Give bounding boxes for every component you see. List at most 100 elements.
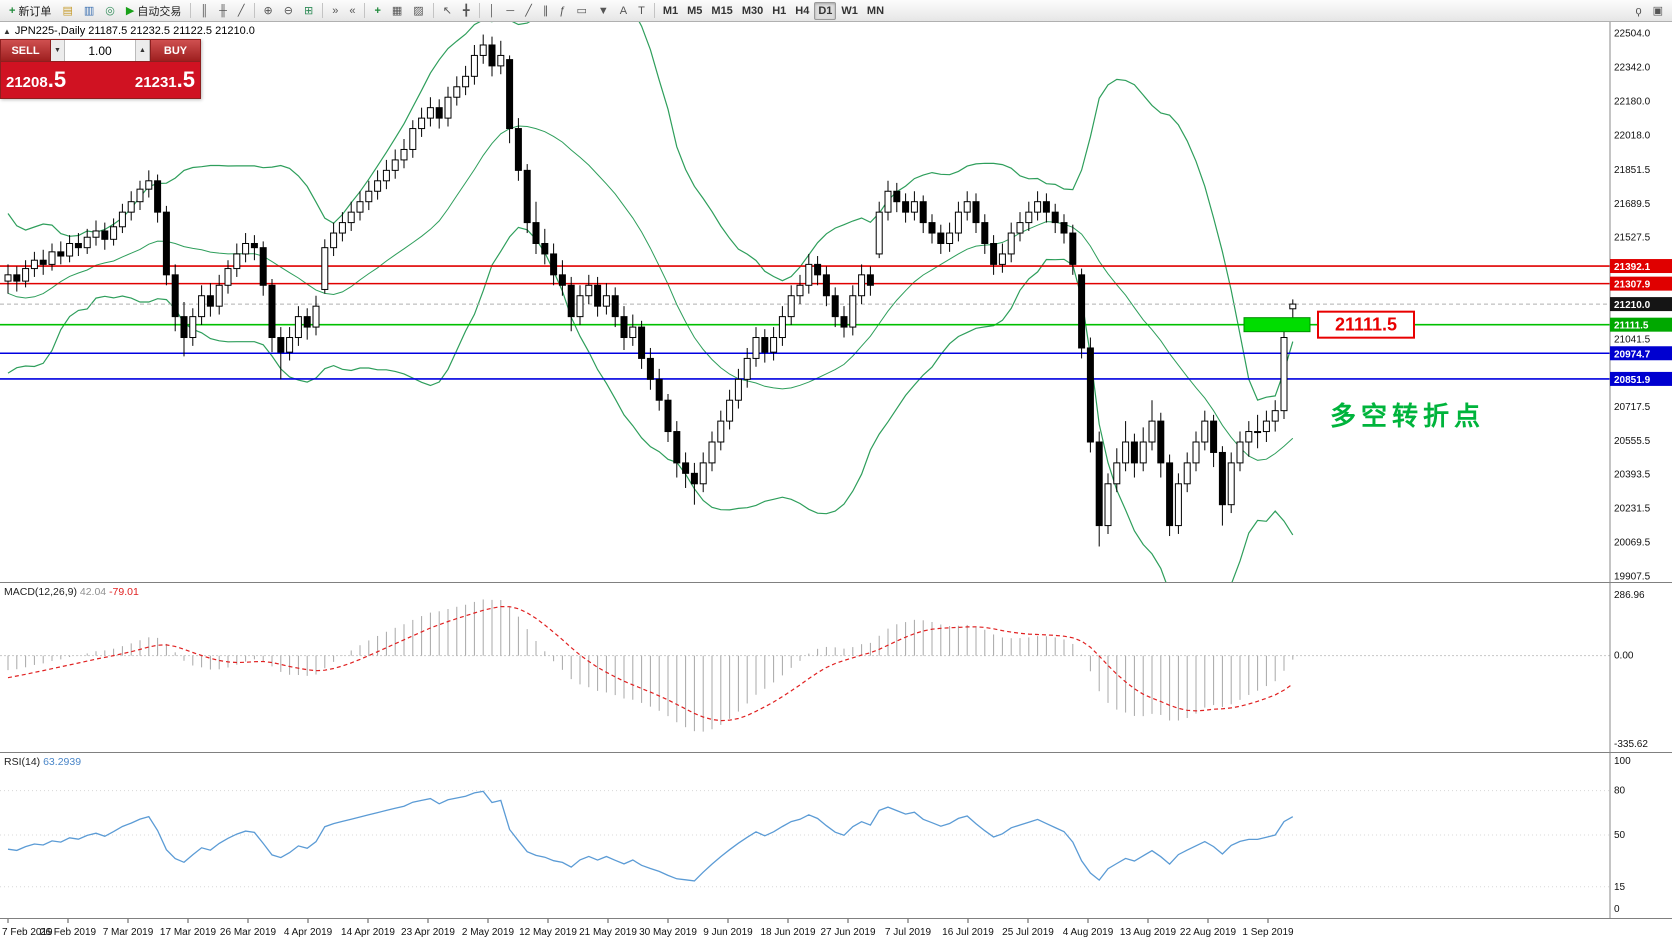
candle-body: [734, 378, 742, 401]
auto-trading-button[interactable]: ▶ 自动交易: [121, 2, 186, 20]
candle-body: [294, 316, 302, 339]
date-label: 17 Mar 2019: [160, 927, 217, 938]
date-label: 25 Jul 2019: [1002, 927, 1054, 938]
volume-up-button[interactable]: ▲: [136, 40, 150, 61]
candle-body: [840, 316, 848, 328]
refresh-icon[interactable]: ◎: [100, 2, 120, 20]
window-list-icon[interactable]: ▣: [1648, 2, 1668, 20]
search-icon[interactable]: ϙ: [1630, 2, 1646, 20]
horizontal-line-icon[interactable]: ─: [501, 2, 519, 20]
macd-panel[interactable]: 286.96 0.00 -335.62 MACD(12,26,9) 42.04 -79…: [0, 582, 1672, 752]
macd-histogram: [7, 599, 1294, 732]
zoom-out-icon[interactable]: ⊖: [279, 2, 298, 20]
candle-body: [814, 263, 822, 276]
trendline-icon[interactable]: ╱: [520, 2, 537, 20]
candle-body: [1025, 211, 1033, 224]
candlestick-chart-icon[interactable]: ╫: [214, 2, 232, 20]
candle-body: [963, 201, 971, 213]
current-price-line-badge: 21210.0: [1610, 297, 1672, 312]
timeframe-m30[interactable]: M30: [738, 2, 767, 20]
fibonacci-icon[interactable]: ƒ: [554, 2, 570, 20]
macd-axis-label: -335.62: [1614, 739, 1648, 750]
vertical-line-icon[interactable]: │: [484, 2, 501, 20]
chart-shift-icon: «: [349, 4, 356, 17]
candle-body: [453, 86, 461, 98]
fibonacci-icon: ƒ: [559, 4, 566, 17]
candle-body: [215, 284, 223, 307]
tile-windows-icon[interactable]: ⊞: [299, 2, 318, 20]
candle-body: [303, 316, 311, 328]
candle-body: [1122, 441, 1130, 464]
bar-chart-icon[interactable]: ║: [195, 2, 213, 20]
candle-body: [1210, 420, 1218, 453]
cursor-icon[interactable]: ↖: [438, 2, 457, 20]
timeframe-m5-label: M5: [687, 4, 703, 17]
chart-shot-icon[interactable]: ▤: [57, 2, 77, 20]
timeframe-m15[interactable]: M15: [707, 2, 736, 20]
arrows-icon[interactable]: ▼: [593, 2, 614, 20]
candle-body: [48, 251, 56, 265]
current-price-line-badge-text: 21210.0: [1614, 300, 1651, 311]
channel-icon[interactable]: ∥: [538, 2, 554, 20]
candlestick-chart-icon: ╫: [219, 4, 227, 17]
rsi-label: RSI(14) 63.2939: [4, 756, 81, 768]
candle-body: [620, 316, 628, 339]
candle-body: [831, 295, 839, 318]
candle-body: [57, 251, 65, 257]
candle-body: [708, 441, 716, 464]
text-icon[interactable]: A: [615, 2, 632, 20]
candle-body: [1236, 441, 1244, 464]
price-label-box[interactable]: [1317, 310, 1415, 339]
candle-body: [902, 201, 910, 213]
resistance-line-1-badge-text: 21392.1: [1614, 262, 1651, 273]
timeframe-h1[interactable]: H1: [768, 2, 790, 20]
candle-body: [1060, 222, 1068, 234]
candle-body: [567, 284, 575, 318]
candle-body: [866, 274, 874, 286]
date-label: 23 Apr 2019: [401, 927, 455, 938]
auto-trading-button-icon: ▶: [125, 4, 135, 17]
market-watch-icon[interactable]: ▥: [79, 2, 99, 20]
candle-body: [1042, 201, 1050, 213]
chart-shift-icon[interactable]: «: [344, 2, 360, 20]
candle-body: [1078, 274, 1086, 349]
candle-body: [4, 274, 12, 282]
timeframe-h4[interactable]: H4: [791, 2, 813, 20]
volume-input[interactable]: [65, 40, 136, 61]
candle-body: [1157, 420, 1165, 464]
new-order-button[interactable]: + 新订单: [4, 2, 56, 20]
timeframe-m15-label: M15: [711, 4, 733, 17]
zoom-in-icon[interactable]: ⊕: [259, 2, 278, 20]
rsi-panel[interactable]: 100 80 50 15 0 RSI(14) 63.2939: [0, 752, 1672, 918]
support-line-1-badge: 20974.7: [1610, 346, 1672, 361]
date-label: 12 May 2019: [519, 927, 577, 938]
timeframe-w1[interactable]: W1: [837, 2, 862, 20]
one-click-collapse-toggle[interactable]: ▲: [3, 26, 11, 36]
timeframe-m1[interactable]: M1: [659, 2, 682, 20]
candle-body: [92, 230, 100, 238]
candle-body: [409, 128, 417, 150]
candle-body: [910, 201, 918, 213]
volume-down-button[interactable]: ▼: [51, 40, 65, 61]
candle-body: [1192, 441, 1200, 464]
sell-button[interactable]: SELL: [1, 40, 51, 61]
price-axis-label: 21041.5: [1614, 334, 1651, 345]
templates-icon[interactable]: ▨: [408, 2, 428, 20]
line-chart-icon[interactable]: ╱: [233, 2, 250, 20]
timeframe-m5[interactable]: M5: [683, 2, 706, 20]
shapes-icon[interactable]: ▭: [571, 2, 591, 20]
timeframe-d1[interactable]: D1: [814, 1, 837, 20]
buy-button[interactable]: BUY: [150, 40, 200, 61]
highlight-box[interactable]: [1243, 317, 1311, 333]
crosshair-icon[interactable]: ╋: [458, 2, 475, 20]
candle-body: [532, 222, 540, 244]
price-chart[interactable]: 21111.5 多空转折点 22504.0 22342.0 22180.0 22018.0…: [0, 22, 1672, 582]
indicators-icon[interactable]: +: [369, 2, 385, 20]
candle-body: [374, 180, 382, 192]
text-label-icon[interactable]: T: [633, 2, 650, 20]
timeframe-mn[interactable]: MN: [863, 2, 888, 20]
period-selector-icon[interactable]: ▦: [387, 2, 407, 20]
auto-scroll-icon[interactable]: »: [327, 2, 343, 20]
candle-body: [646, 357, 654, 380]
